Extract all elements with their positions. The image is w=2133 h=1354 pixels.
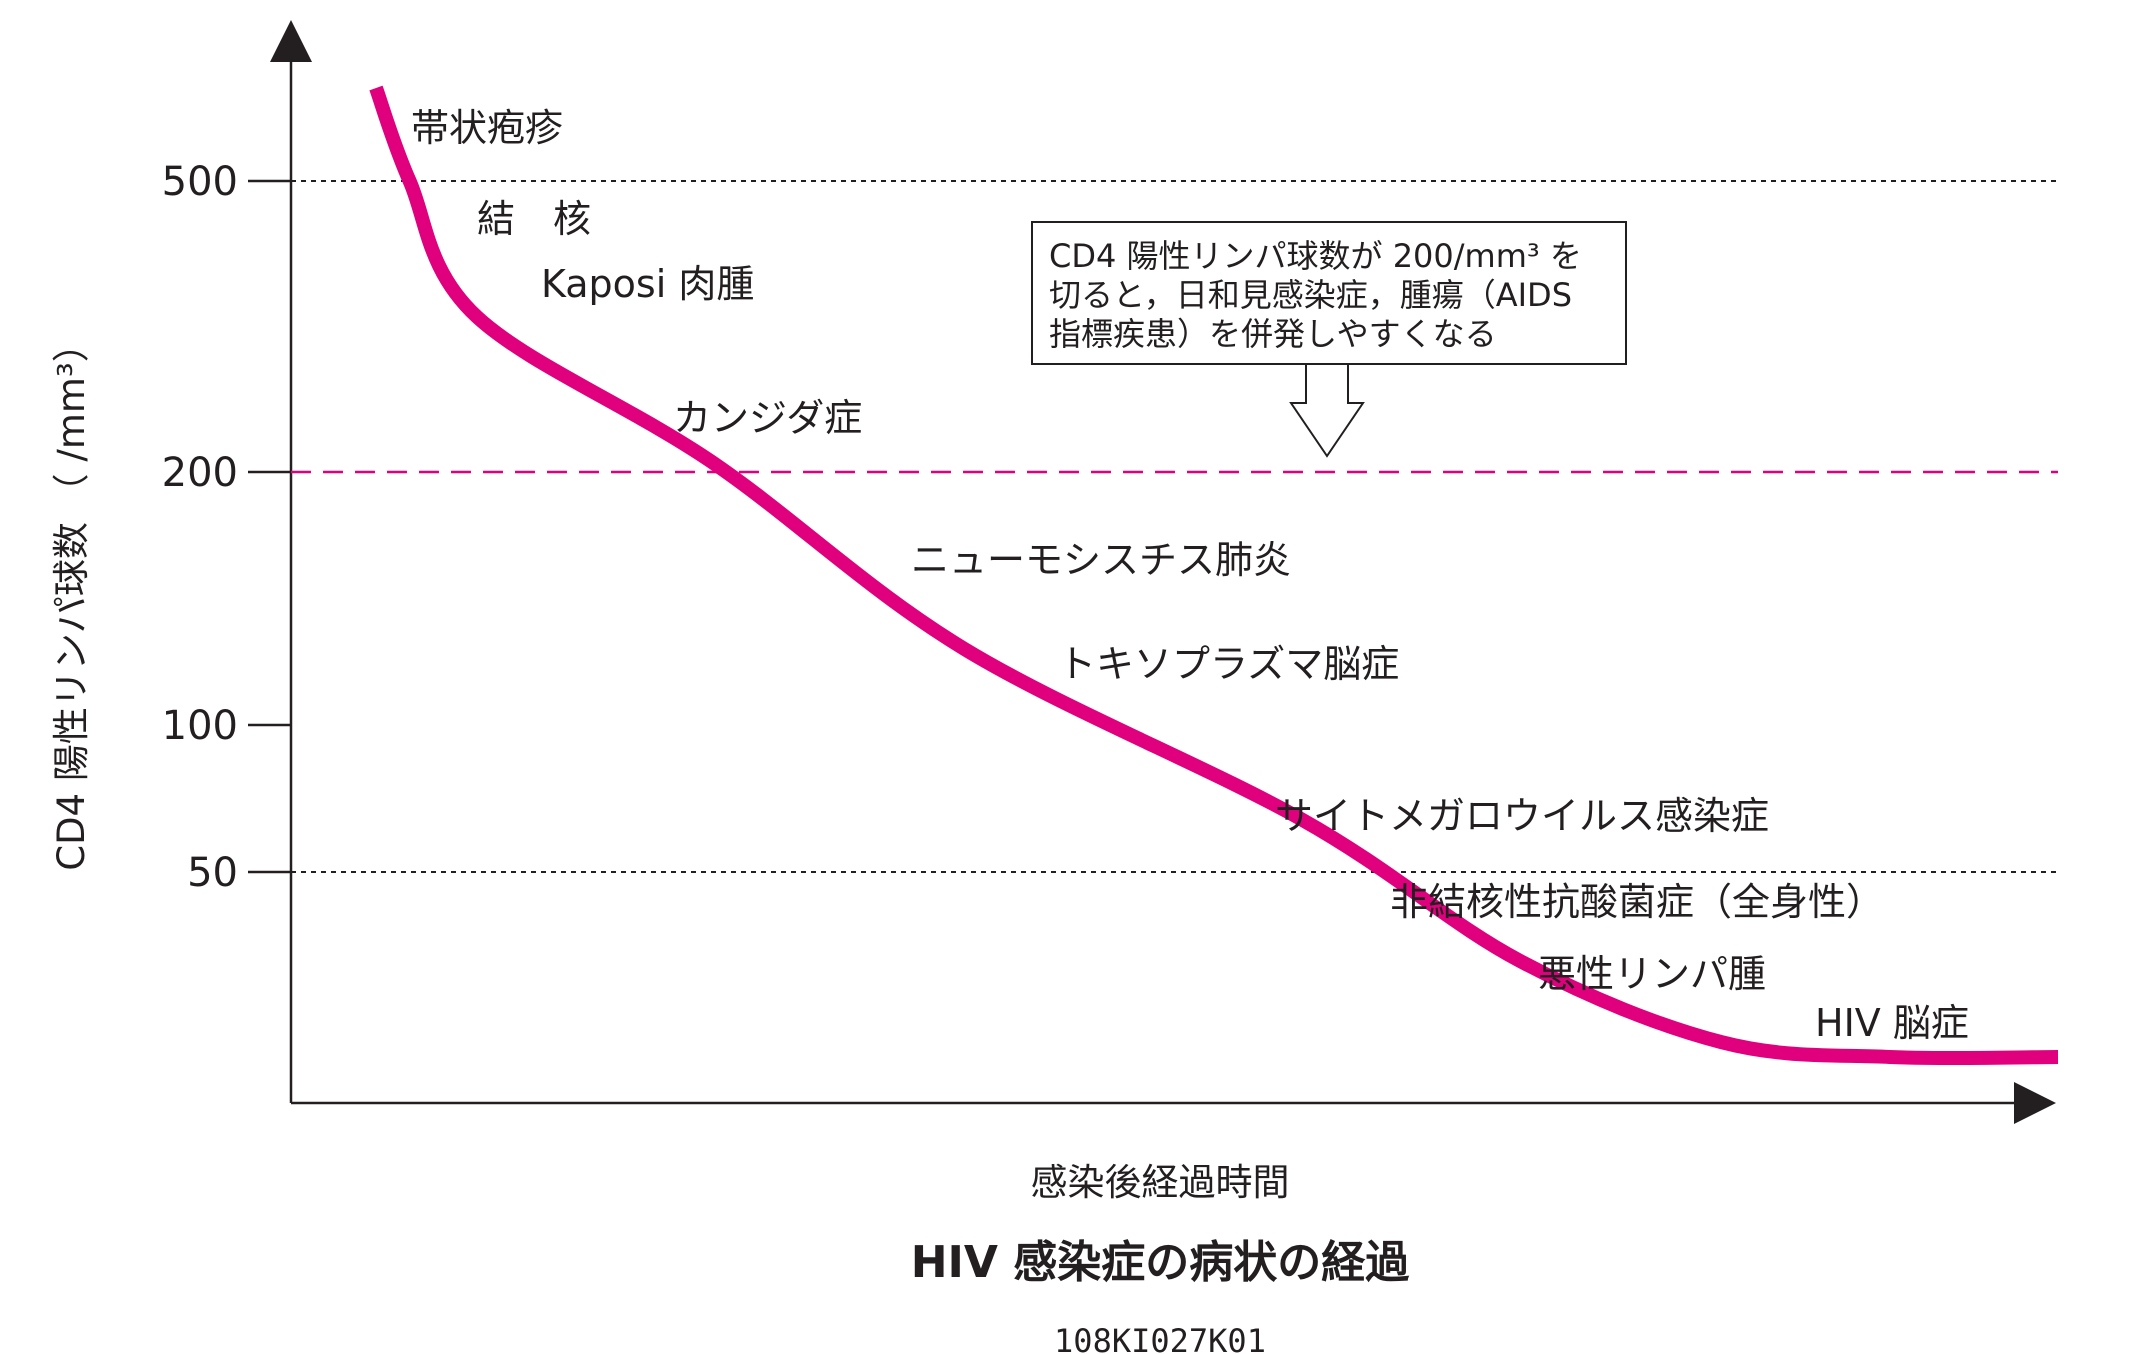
y-tick-label: 50: [187, 850, 238, 896]
disease-label: トキソプラズマ脳症: [1058, 642, 1399, 686]
disease-label: ニューモシスチス肺炎: [911, 538, 1291, 582]
y-tick-label: 100: [162, 703, 238, 749]
disease-label: 結 核: [477, 197, 591, 241]
callout-line: 指標疾患）を併発しやすくなる: [1049, 315, 1497, 353]
figure-code: 108KI027K01: [1054, 1322, 1266, 1354]
disease-label: サイトメガロウイルス感染症: [1275, 794, 1769, 838]
cd4-curve: [369, 85, 2059, 1066]
y-ticks: 500 200 100 50: [162, 159, 291, 896]
callout-line: CD4 陽性リンパ球数が 200/mm³ を: [1049, 237, 1582, 275]
disease-label: 悪性リンパ腫: [1538, 952, 1766, 996]
x-axis-arrow: [2014, 1082, 2056, 1124]
y-axis-label: CD4 陽性リンパ球数 （ /mm³）: [50, 325, 93, 871]
axes: [270, 20, 2056, 1124]
callout-box: [1031, 221, 1627, 365]
disease-label: カンジダ症: [673, 396, 862, 440]
y-tick-label: 200: [162, 450, 238, 496]
chart-title: HIV 感染症の病状の経過: [911, 1237, 1411, 1288]
disease-label: 帯状疱疹: [411, 106, 563, 150]
callout-line: 切ると，日和見感染症，腫瘍（AIDS: [1049, 276, 1572, 314]
disease-label: Kaposi 肉腫: [541, 262, 754, 306]
y-axis-arrow: [270, 20, 312, 62]
y-tick-label: 500: [162, 159, 238, 205]
disease-labels: 帯状疱疹 結 核 Kaposi 肉腫 カンジダ症 ニューモシスチス肺炎 トキソプ…: [411, 106, 1969, 1045]
disease-label: HIV 脳症: [1815, 1001, 1969, 1045]
callout: CD4 陽性リンパ球数が 200/mm³ を 切ると，日和見感染症，腫瘍（AID…: [1031, 221, 1627, 458]
reference-lines: [291, 180, 2058, 873]
x-axis-label: 感染後経過時間: [1031, 1161, 1290, 1204]
disease-label: 非結核性抗酸菌症（全身性）: [1390, 880, 1884, 924]
callout-arrow: [1289, 363, 1365, 458]
